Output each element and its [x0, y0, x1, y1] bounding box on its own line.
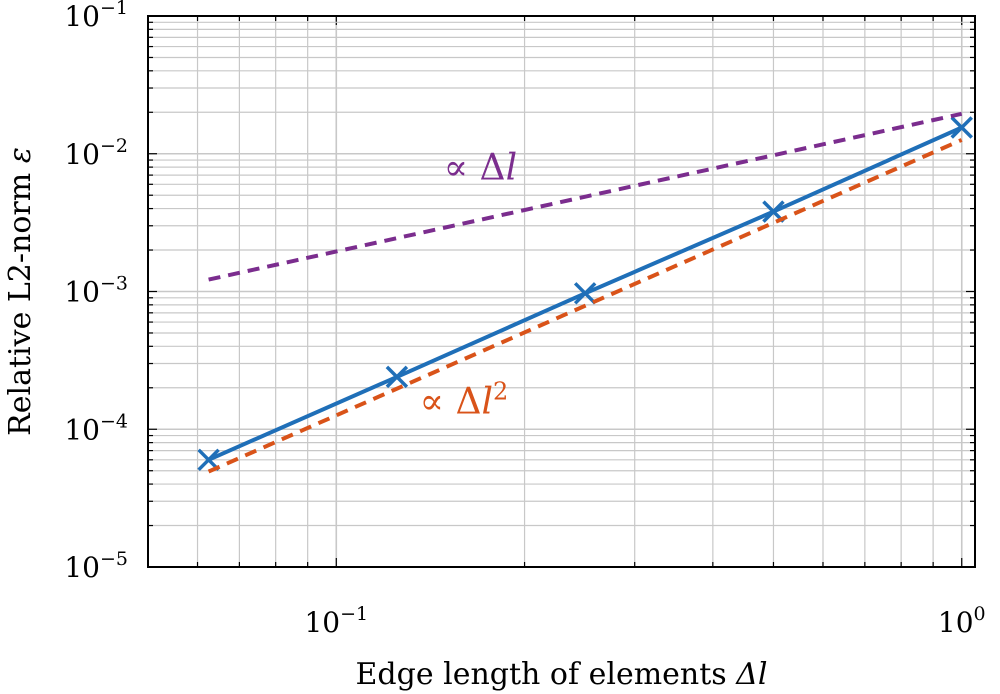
- marker-stroke: [573, 282, 597, 305]
- series-line-1: [208, 111, 963, 282]
- tick-exponent: 0: [974, 603, 986, 625]
- x-axis-label-symbol: Δl: [735, 657, 767, 692]
- y-tick-label: 10−1: [64, 0, 128, 33]
- series-marker: [385, 365, 409, 389]
- tick-base: 10: [64, 0, 100, 33]
- tick-exponent: −1: [340, 603, 368, 625]
- tick-exponent: −5: [100, 548, 128, 570]
- x-axis-label-text: Edge length of elements: [356, 657, 737, 692]
- annotation-prefix: ∝ Δ: [420, 382, 482, 423]
- marker-stroke: [385, 365, 409, 389]
- y-axis-label-text: Relative L2-norm: [3, 163, 38, 436]
- marker-stroke: [197, 448, 220, 472]
- annotation-1: ∝ Δl2: [420, 378, 509, 423]
- annotation-prefix: ∝ Δ: [444, 148, 506, 189]
- series-marker: [573, 282, 597, 305]
- tick-base: 10: [64, 138, 100, 171]
- grid: [147, 15, 975, 568]
- y-axis-label-symbol: ε: [3, 147, 38, 163]
- tick-base: 10: [304, 606, 340, 639]
- marker-stroke: [950, 116, 973, 139]
- y-tick-label: 10−2: [64, 135, 128, 171]
- tick-base: 10: [64, 413, 100, 446]
- y-tick-label: 10−5: [64, 548, 128, 584]
- y-tick-label: 10−4: [64, 410, 128, 446]
- annotations: ∝ Δl∝ Δl2: [420, 148, 517, 423]
- tick-exponent: −3: [100, 273, 128, 295]
- tick-base: 10: [64, 551, 100, 584]
- plot-frame: [147, 15, 976, 568]
- series-line-2: [207, 138, 963, 474]
- annotation-variable: l: [506, 148, 518, 189]
- y-axis-label: Relative L2-norm ε: [3, 147, 38, 436]
- tick-base: 10: [938, 606, 974, 639]
- tick-base: 10: [64, 276, 100, 309]
- series-marker: [950, 116, 973, 139]
- y-tick-label: 10−3: [64, 273, 128, 309]
- x-tick-label: 10−1: [304, 603, 368, 639]
- annotation-0: ∝ Δl: [444, 148, 517, 189]
- series-layer: [197, 111, 973, 474]
- x-tick-label: 100: [938, 603, 986, 639]
- tick-exponent: −4: [100, 410, 128, 432]
- tick-exponent: −1: [100, 0, 128, 19]
- tick-exponent: −2: [100, 135, 128, 157]
- annotation-exponent: 2: [493, 378, 508, 406]
- annotation-variable: l: [481, 382, 493, 423]
- x-axis-label: Edge length of elements Δl: [356, 657, 768, 692]
- marker-stroke: [762, 200, 785, 223]
